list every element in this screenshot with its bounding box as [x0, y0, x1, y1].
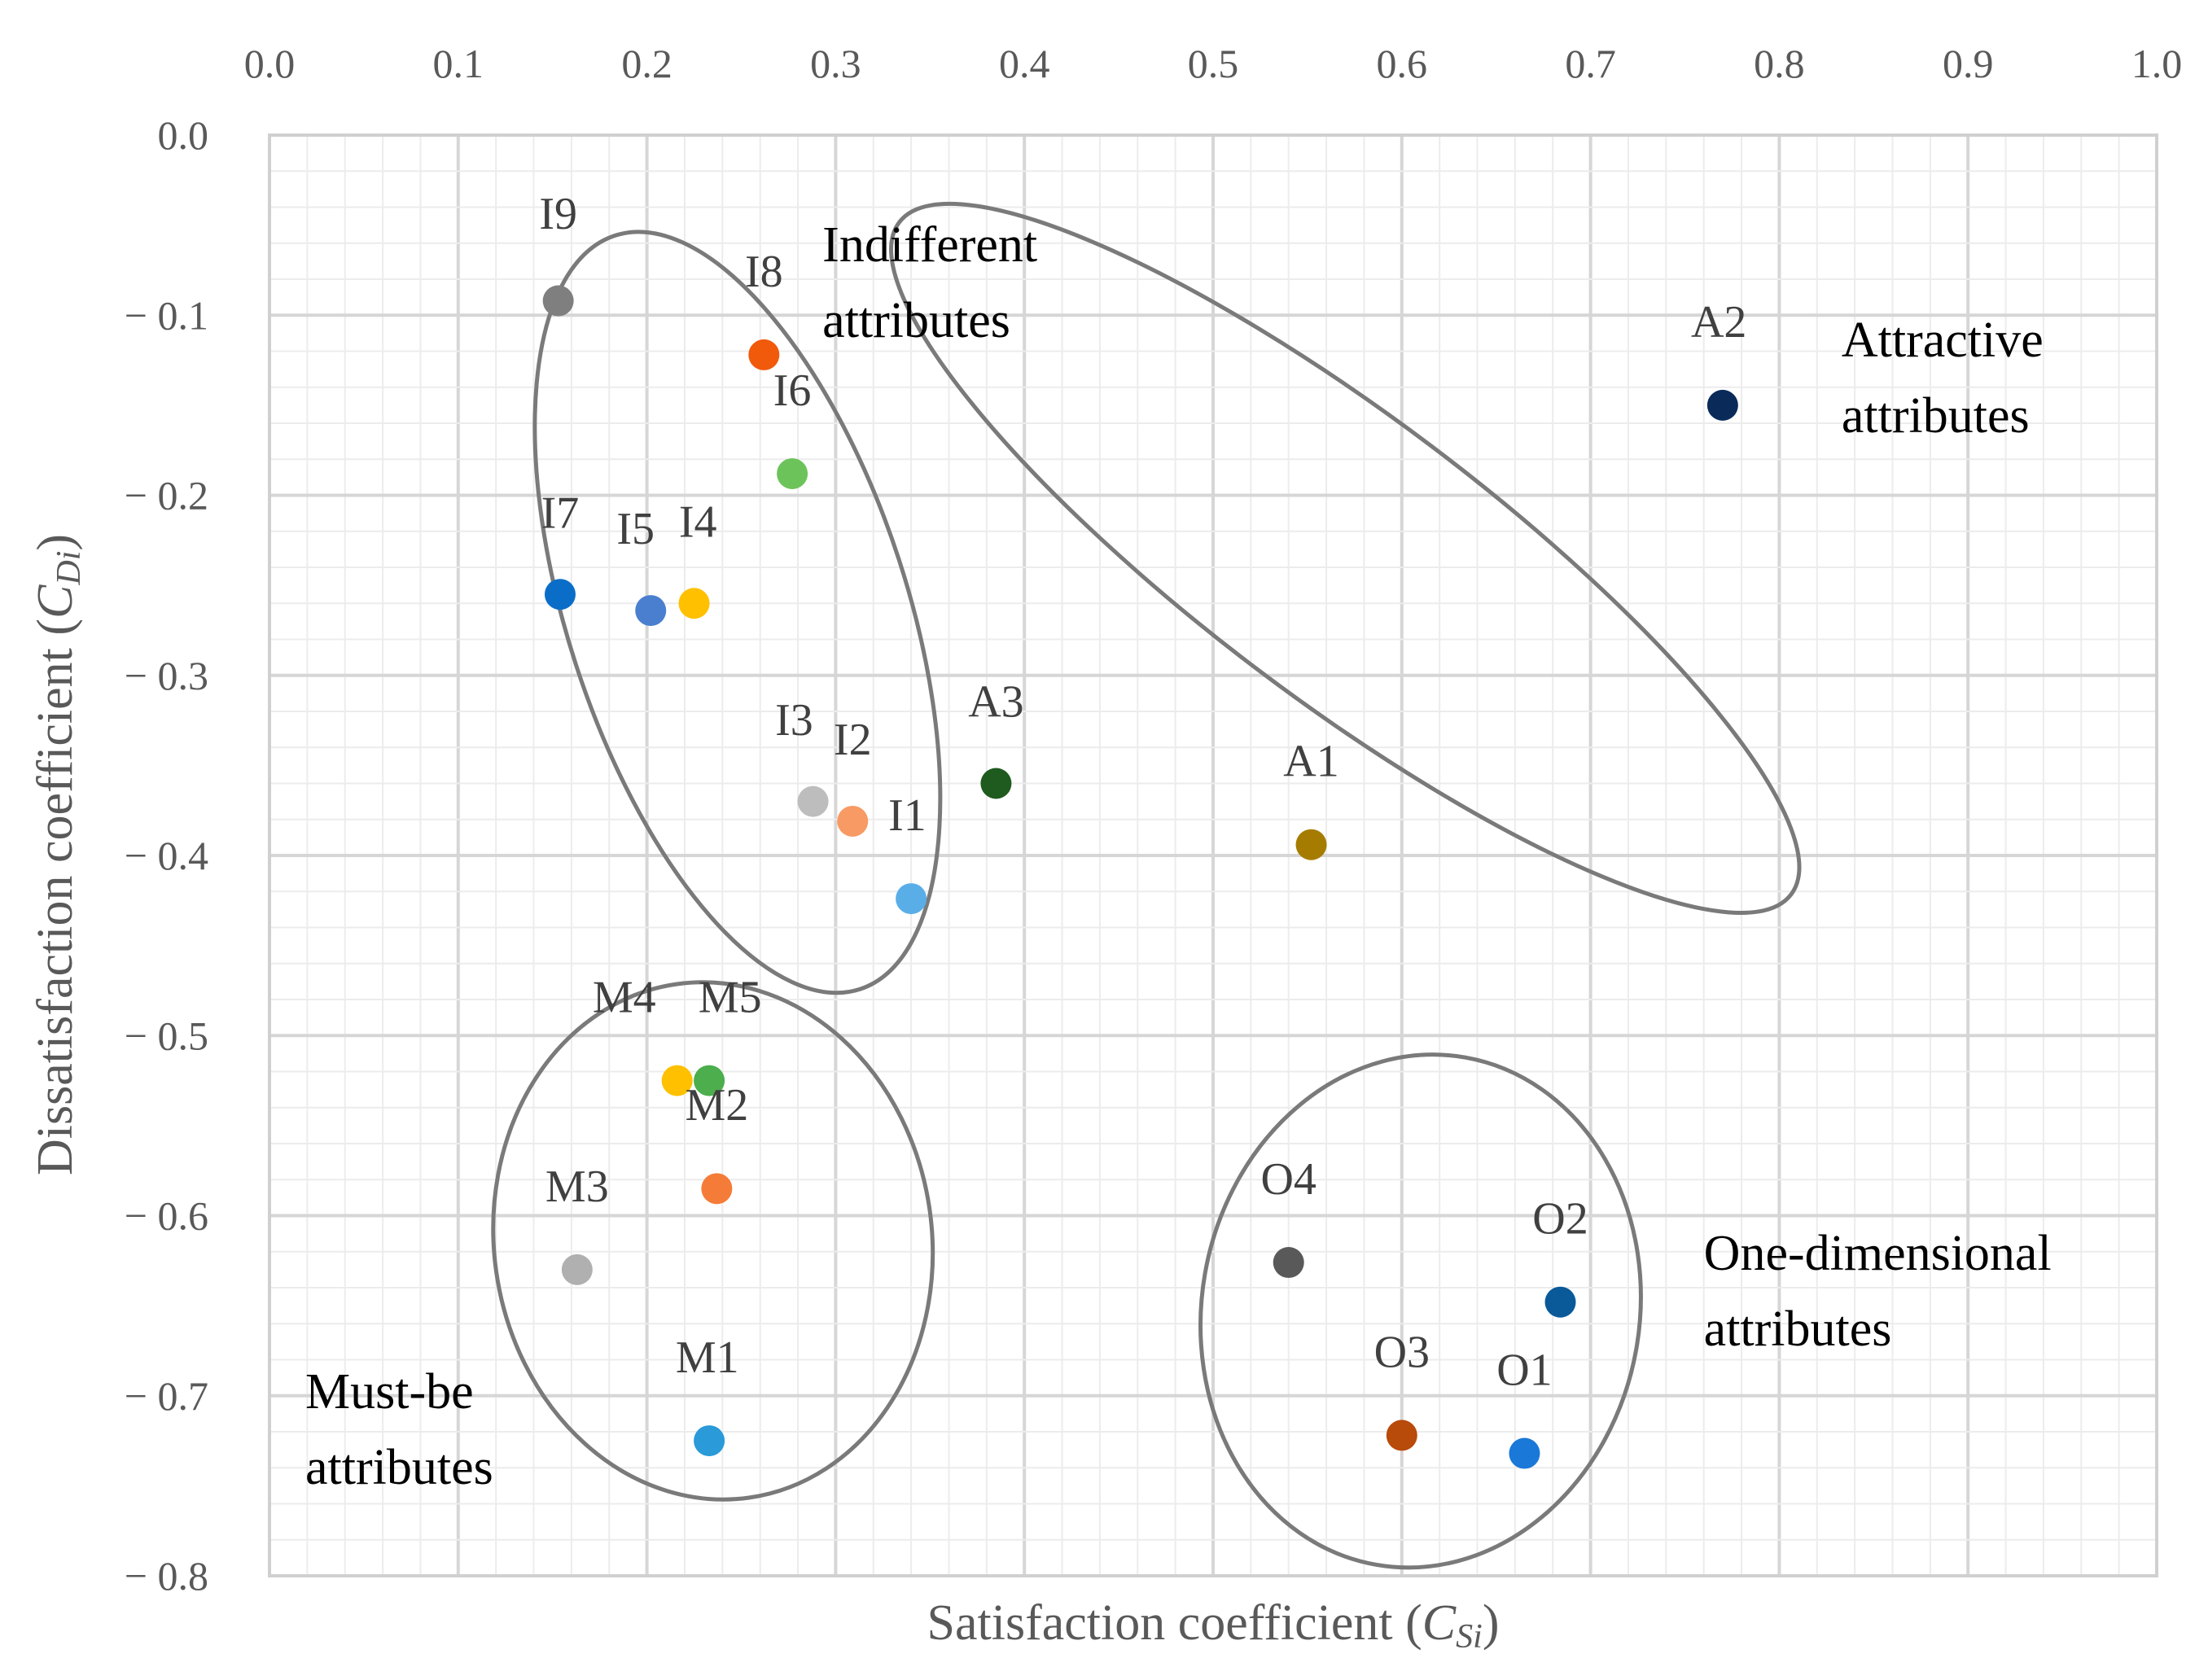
group-label-must-be: Must-be attributes: [305, 1364, 493, 1495]
y-tick-label: − 0.2: [125, 473, 208, 518]
point-m5: [694, 1065, 725, 1096]
point-i7: [544, 579, 576, 610]
group-label-one-dimensional: One-dimensional attributes: [1704, 1226, 2052, 1357]
point-labels: I9 I8 I6 I7 I5 I4 I3 I2 I1 A3 A1 A2 M4 M5 M2 M3 M1 O4 O2 O3…: [539, 189, 1746, 1395]
point-i8: [748, 339, 780, 370]
group-ellipse-must-be: [491, 980, 935, 1502]
point-o4: [1273, 1247, 1304, 1279]
group-label-indifferent: Indifferent attributes: [822, 217, 1037, 348]
point-label-m5: M5: [699, 972, 762, 1022]
point-i5: [635, 595, 667, 627]
point-label-a1: A1: [1283, 737, 1338, 787]
point-i9: [542, 285, 574, 317]
group-label-attractive: Attractive attributes: [1842, 313, 2044, 444]
group-ellipse-one-dimensional: [1198, 1052, 1643, 1570]
point-label-m3: M3: [545, 1162, 609, 1212]
y-tick-label: − 0.1: [125, 292, 208, 338]
point-label-o3: O3: [1374, 1327, 1430, 1377]
point-a2: [1706, 389, 1738, 421]
x-tick-label: 0.5: [1188, 41, 1239, 86]
x-tick-label: 1.0: [2131, 41, 2183, 86]
x-tick-label: 0.6: [1377, 41, 1428, 86]
point-label-i2: I2: [834, 715, 872, 765]
y-tick-label: − 0.5: [125, 1013, 208, 1058]
point-i6: [777, 457, 808, 489]
x-tick-label: 0.9: [1943, 41, 1994, 86]
point-label-a2: A2: [1691, 297, 1746, 348]
x-axis-title: Satisfaction coefficient (CSi): [927, 1595, 1500, 1656]
point-o3: [1386, 1420, 1417, 1451]
y-tick-label: 0.0: [158, 112, 209, 158]
point-label-i4: I4: [679, 497, 717, 547]
point-m4: [661, 1065, 693, 1096]
point-label-m1: M1: [676, 1332, 739, 1383]
group-labels: Indifferent attributes Attractive attribute…: [305, 217, 2052, 1495]
point-label-i5: I5: [616, 504, 655, 554]
x-tick-label: 0.0: [244, 41, 296, 86]
point-o2: [1544, 1286, 1576, 1318]
x-axis-ticks: 0.0 0.1 0.2 0.3 0.4 0.5 0.6 0.7 0.8 0.9 1.0: [244, 41, 2183, 86]
point-label-i6: I6: [773, 365, 812, 416]
data-points: [542, 285, 1738, 1469]
point-label-o2: O2: [1532, 1194, 1588, 1245]
point-i4: [678, 588, 710, 619]
x-tick-label: 0.2: [621, 41, 672, 86]
x-tick-label: 0.8: [1754, 41, 1805, 86]
y-tick-label: − 0.7: [125, 1373, 208, 1419]
x-tick-label: 0.3: [810, 41, 861, 86]
point-label-o4: O4: [1260, 1154, 1316, 1205]
y-tick-label: − 0.3: [125, 653, 208, 698]
point-label-i9: I9: [539, 189, 577, 239]
point-label-o1: O1: [1496, 1345, 1552, 1395]
point-m2: [701, 1173, 733, 1205]
point-label-i8: I8: [745, 247, 783, 297]
x-tick-label: 0.4: [999, 41, 1050, 86]
point-label-i3: I3: [775, 695, 813, 746]
point-label-m4: M4: [593, 972, 656, 1022]
point-label-i7: I7: [541, 488, 580, 538]
group-ellipses: [491, 201, 1802, 1570]
point-label-m2: M2: [685, 1080, 748, 1131]
group-ellipse-attractive: [889, 201, 1802, 915]
point-o1: [1509, 1437, 1540, 1469]
x-tick-label: 0.7: [1565, 41, 1616, 86]
point-a3: [980, 768, 1012, 799]
point-label-a3: A3: [968, 677, 1023, 728]
group-ellipse-indifferent: [532, 230, 943, 995]
point-a1: [1295, 829, 1327, 860]
y-axis-title: Dissatisfaction coefficient (CDi): [28, 534, 88, 1175]
y-tick-label: − 0.4: [125, 833, 208, 878]
x-tick-label: 0.1: [433, 41, 484, 86]
plot-frame: [268, 133, 2158, 1577]
y-tick-label: − 0.8: [125, 1553, 208, 1599]
grid: [268, 133, 2158, 1577]
y-tick-label: − 0.6: [125, 1193, 208, 1239]
point-i1: [896, 883, 927, 915]
point-m3: [561, 1253, 593, 1285]
point-label-i1: I1: [888, 790, 927, 841]
point-m1: [694, 1425, 725, 1457]
point-i2: [837, 805, 869, 837]
y-axis-ticks: 0.0 − 0.1 − 0.2 − 0.3 − 0.4 − 0.5 − 0.6 − 0.7 − …: [125, 112, 208, 1599]
point-i3: [797, 785, 829, 817]
